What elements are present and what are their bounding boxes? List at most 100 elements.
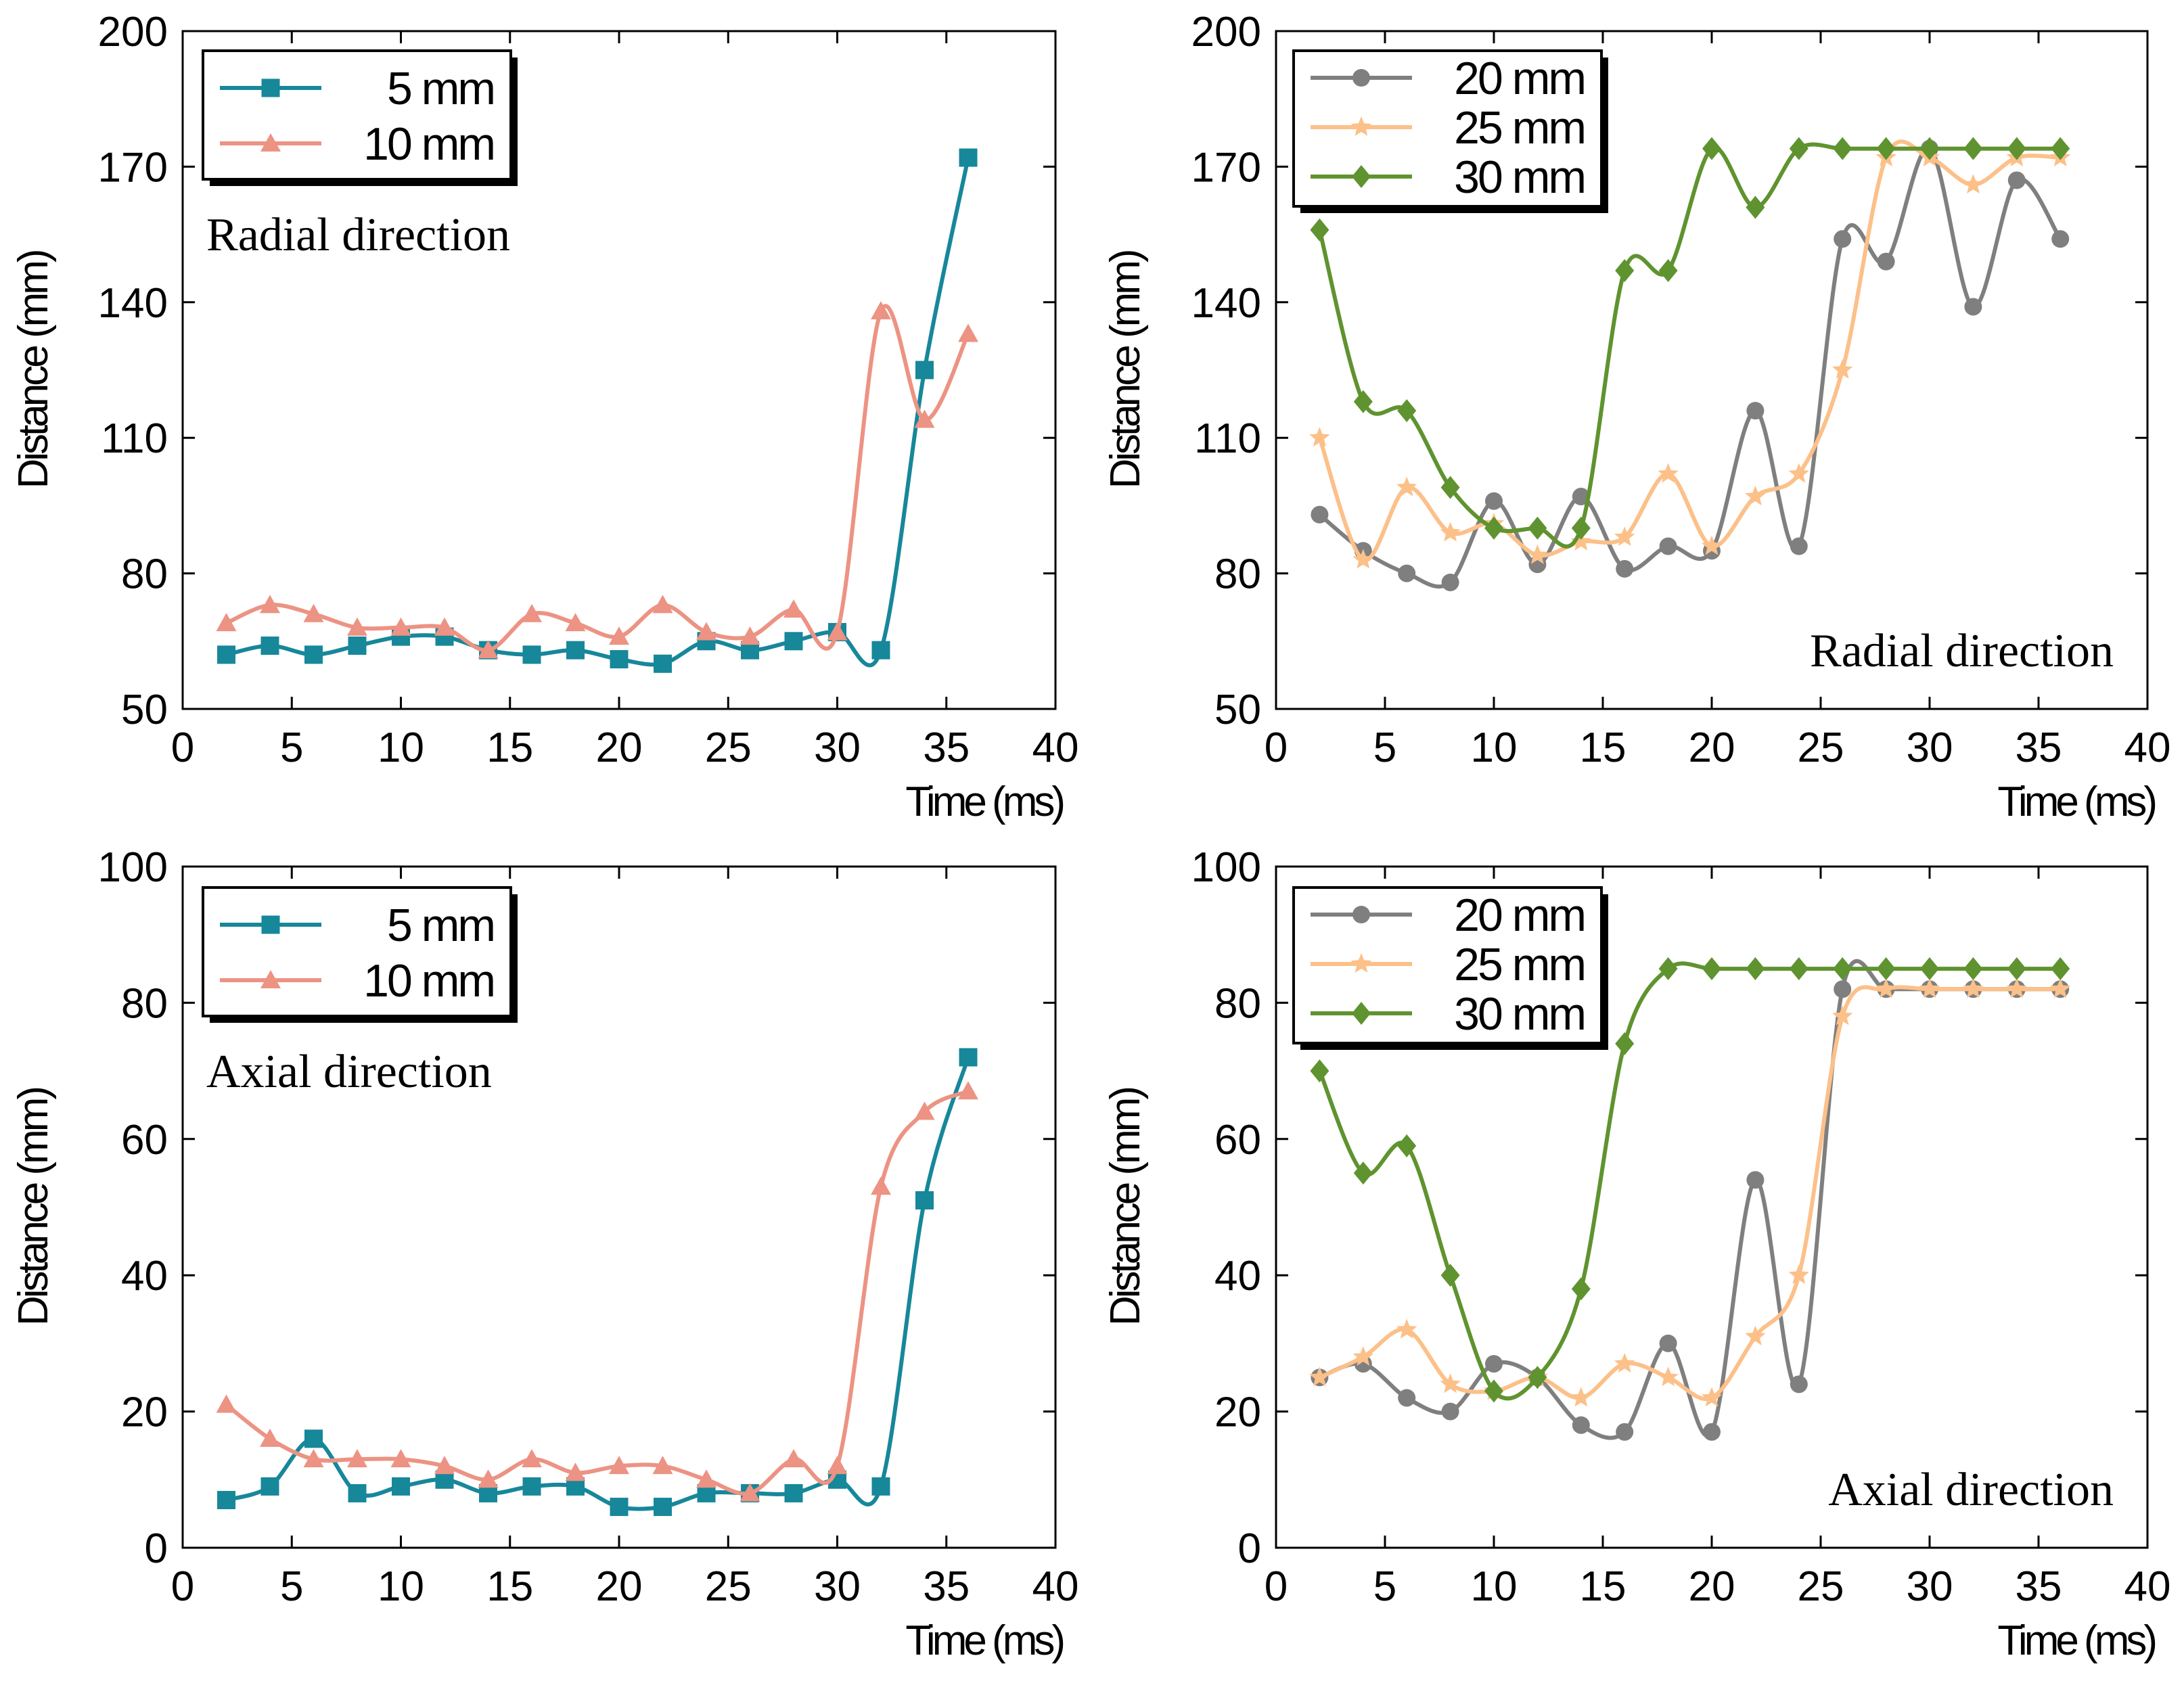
x-tick-label: 35 [923, 1563, 970, 1610]
legend-marker [1350, 953, 1372, 973]
legend-label: 20 mm [1454, 890, 1585, 941]
legend-marker [1352, 69, 1370, 87]
data-point [565, 1463, 586, 1481]
y-tick-label: 80 [121, 980, 168, 1027]
data-point [1701, 535, 1723, 555]
data-point [871, 641, 890, 660]
x-tick-label: 40 [2124, 724, 2171, 771]
y-tick-label: 200 [98, 9, 168, 55]
data-point [652, 1456, 673, 1475]
data-point [1920, 957, 1939, 981]
data-point [609, 626, 629, 645]
y-tick-label: 100 [1191, 844, 1261, 891]
data-point [1396, 476, 1417, 497]
data-point [216, 613, 237, 632]
legend-label: 5 mm [387, 900, 494, 951]
x-tick-label: 10 [378, 724, 424, 771]
data-point [1963, 978, 1984, 998]
data-point [1485, 492, 1503, 510]
series-line [225, 1089, 970, 1496]
data-point [914, 409, 935, 428]
y-tick-label: 50 [121, 687, 168, 733]
data-point [1311, 505, 1329, 524]
data-point [1570, 1387, 1591, 1407]
y-tick-label: 140 [1191, 280, 1261, 327]
data-point [303, 603, 324, 622]
data-point [871, 1477, 890, 1496]
panel-annotation: Radial direction [1810, 625, 2114, 677]
data-point [654, 654, 672, 673]
data-point [1832, 359, 1853, 379]
x-tick-label: 20 [1689, 724, 1735, 771]
legend-marker [1352, 1002, 1371, 1025]
y-tick-label: 170 [98, 144, 168, 191]
series-30-mm [1310, 137, 2070, 549]
data-point [1789, 137, 1808, 160]
data-point [347, 1449, 367, 1468]
series-30-mm [1310, 957, 2070, 1403]
data-point [1875, 978, 1896, 998]
x-tick-label: 5 [280, 724, 303, 771]
legend-marker [261, 915, 280, 934]
data-point [434, 617, 455, 636]
x-tick-label: 30 [814, 724, 861, 771]
panel-annotation: Radial direction [206, 209, 510, 261]
data-point [1352, 1346, 1373, 1366]
data-point [1310, 1059, 1329, 1083]
data-point [1527, 544, 1548, 564]
y-tick-label: 20 [1214, 1389, 1261, 1436]
data-point [1397, 1134, 1417, 1157]
legend-box [202, 886, 512, 1017]
data-point [1745, 1325, 1766, 1345]
data-point [304, 1429, 323, 1448]
data-point [1659, 537, 1677, 555]
data-point [1398, 1389, 1416, 1407]
y-axis-title: Distance (mm) [1102, 251, 1149, 488]
chart-top-left: 50 80 110 140 170 200 0 5 10 15 20 25 30 35 40 Time (ms… [10, 9, 1078, 825]
x-axis-title: Time (ms) [905, 779, 1063, 825]
data-point [2007, 171, 2026, 189]
data-point [347, 617, 367, 636]
data-point [784, 1483, 803, 1502]
y-tick-label: 140 [98, 280, 168, 327]
data-point [1920, 137, 1939, 160]
data-point [1745, 486, 1766, 505]
data-point [2051, 137, 2070, 160]
data-point [959, 1048, 978, 1067]
x-tick-label: 30 [1907, 1563, 1953, 1610]
data-point [522, 645, 541, 664]
data-point [1833, 957, 1852, 981]
data-point [1397, 399, 1417, 423]
data-point [827, 622, 848, 641]
data-point [1352, 549, 1373, 569]
data-point [2051, 957, 2070, 981]
data-point [303, 1449, 324, 1468]
data-point [1310, 218, 1329, 241]
data-point [304, 645, 323, 664]
data-point [1353, 1161, 1373, 1185]
x-tick-label: 0 [171, 724, 194, 771]
x-tick-label: 40 [2124, 1563, 2171, 1610]
data-point [1484, 1379, 1503, 1403]
data-point [959, 148, 978, 167]
data-point [1440, 1264, 1460, 1287]
data-point [260, 1477, 279, 1496]
legend-box [202, 49, 512, 181]
data-point [1484, 516, 1503, 540]
data-point [1309, 427, 1330, 447]
data-point [1833, 137, 1852, 160]
data-point [1658, 463, 1679, 483]
data-point [696, 1469, 716, 1488]
data-point [652, 595, 673, 614]
legend-marker [1352, 906, 1370, 923]
x-tick-label: 40 [1032, 1563, 1079, 1610]
data-point [1702, 137, 1721, 160]
legend-label: 30 mm [1454, 988, 1585, 1040]
data-point [783, 599, 804, 618]
data-point [958, 1081, 978, 1100]
panel-annotation: Axial direction [206, 1046, 492, 1098]
data-point [2007, 137, 2026, 160]
x-tick-label: 25 [1798, 1563, 1844, 1610]
data-point [1746, 1171, 1765, 1189]
